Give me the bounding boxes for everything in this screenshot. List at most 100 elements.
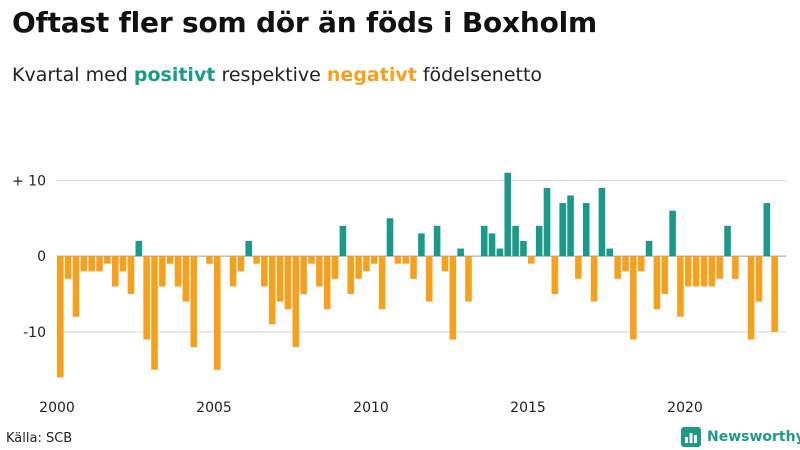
x-tick-label: 2020 (667, 400, 703, 416)
bar (166, 256, 174, 264)
bar (245, 240, 252, 257)
bar (151, 256, 158, 370)
y-axis: + 10 0 -10 (12, 173, 46, 341)
bar (441, 256, 449, 272)
bar (80, 256, 88, 272)
x-tick-label: 2005 (196, 400, 232, 416)
brand-name: Newsworthy (707, 429, 800, 445)
bar (645, 240, 653, 257)
bar (253, 256, 260, 264)
bar (520, 240, 527, 257)
bar (214, 256, 221, 370)
bar (661, 256, 669, 295)
bar (347, 256, 355, 295)
bar (669, 210, 676, 257)
bar (72, 256, 80, 317)
bar (425, 256, 433, 302)
bar (700, 256, 708, 287)
bar (559, 203, 566, 257)
bar (261, 256, 268, 287)
x-tick-label: 2010 (353, 400, 389, 416)
bar (551, 256, 559, 295)
bar-series (57, 172, 778, 378)
bar (755, 256, 763, 302)
source-note: Källa: SCB (6, 431, 73, 446)
chart-title: Oftast fler som dör än föds i Boxholm (12, 6, 598, 39)
bar (614, 256, 621, 279)
y-tick-label: 0 (37, 249, 46, 265)
bar (512, 225, 519, 257)
bar (127, 256, 135, 295)
newsworthy-logo-icon (681, 427, 701, 447)
bar (575, 256, 582, 279)
bar (677, 256, 684, 317)
subtitle-suffix: födelsenetto (416, 64, 543, 86)
bar (708, 256, 716, 287)
bar (637, 256, 645, 272)
bar (543, 187, 551, 257)
bar (174, 256, 182, 287)
bar (363, 256, 370, 272)
bar (433, 225, 441, 257)
bar (371, 256, 378, 264)
bar (598, 187, 606, 257)
bar (535, 225, 543, 257)
bar (457, 248, 464, 257)
bar (606, 248, 614, 257)
subtitle-negative-keyword: negativt (326, 64, 417, 86)
bar (747, 256, 755, 340)
bar (159, 256, 166, 287)
chart-subtitle: Kvartal med positivt respektive negativt… (12, 64, 542, 86)
bar (111, 256, 119, 287)
bar (716, 256, 723, 279)
x-tick-label: 2015 (510, 400, 546, 416)
bar (488, 233, 496, 257)
bar (590, 256, 598, 302)
bar (206, 256, 213, 264)
bar (685, 256, 692, 287)
bar (308, 256, 315, 264)
bar (64, 256, 72, 279)
subtitle-middle: respektive (215, 64, 327, 86)
bar (331, 256, 339, 279)
bar (268, 256, 276, 325)
bar (276, 256, 284, 302)
bar (300, 256, 307, 295)
subtitle-positive-keyword: positivt (133, 64, 216, 86)
bar (355, 256, 362, 279)
y-tick-label: -10 (23, 325, 46, 341)
bar (96, 256, 103, 272)
bar (567, 195, 574, 257)
bar (284, 256, 292, 310)
bar (323, 256, 331, 310)
bar-chart: 2000 2005 2010 2015 2020 + 10 0 -10 (12, 172, 786, 416)
bar (57, 256, 64, 378)
bar (190, 256, 198, 348)
bar (386, 218, 394, 257)
bar (339, 225, 347, 257)
bar (504, 172, 512, 257)
bar (394, 256, 402, 264)
bar (378, 256, 386, 310)
bar (630, 256, 637, 340)
bar (528, 256, 535, 264)
bar (732, 256, 739, 279)
bar (292, 256, 300, 348)
bar (418, 233, 425, 257)
bar (229, 256, 237, 287)
x-axis: 2000 2005 2010 2015 2020 (39, 400, 703, 416)
bar (119, 256, 127, 272)
bar (692, 256, 700, 287)
bar (316, 256, 323, 287)
bar (182, 256, 190, 302)
bar (402, 256, 409, 264)
bar (410, 256, 417, 279)
x-tick-label: 2000 (39, 400, 75, 416)
bar (237, 256, 245, 272)
bar (104, 256, 111, 264)
bar (724, 225, 731, 257)
bar (622, 256, 629, 272)
bar (135, 240, 143, 257)
bar (496, 248, 504, 257)
bar (653, 256, 661, 310)
